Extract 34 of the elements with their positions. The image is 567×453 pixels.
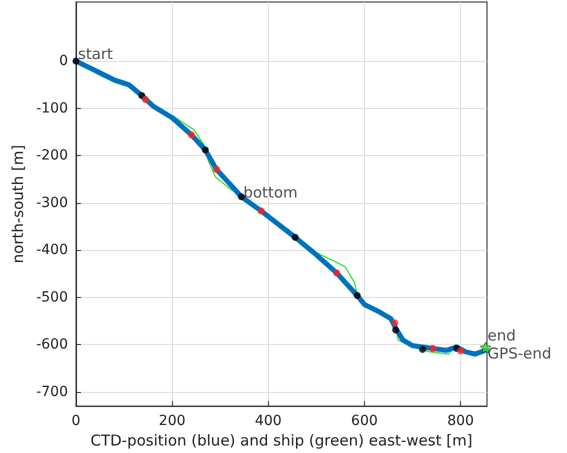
x-tick-label: 400 (254, 413, 282, 430)
point (142, 96, 149, 103)
point (429, 344, 436, 352)
annotation: end (488, 326, 516, 344)
y-axis-title: north-south [m] (8, 144, 27, 264)
point (391, 319, 398, 326)
point (354, 292, 361, 299)
x-axis-title: CTD-position (blue) and ship (green) east-west [m] (90, 432, 473, 450)
point (258, 207, 265, 214)
y-tick-label: -500 (36, 289, 68, 306)
annotation: start (78, 45, 114, 64)
y-tick-label: -700 (36, 384, 68, 400)
y-tick-label: -600 (36, 336, 68, 353)
y-tick-label: -100 (36, 100, 68, 116)
point (392, 326, 400, 334)
x-tick-label: 0 (72, 413, 80, 430)
point (72, 58, 80, 65)
point (188, 131, 195, 138)
point (202, 146, 209, 154)
point (419, 346, 426, 353)
point (333, 269, 340, 276)
x-tick-label: 200 (158, 413, 186, 430)
y-tick-label: -200 (36, 148, 68, 164)
point (292, 234, 299, 241)
point (238, 193, 245, 200)
x-tick-label: 800 (447, 413, 474, 430)
y-tick-label: 0 (59, 53, 68, 70)
y-tick-label: -400 (36, 242, 68, 258)
point (457, 347, 464, 354)
x-tick-label: 600 (351, 413, 378, 430)
annotation: bottom (243, 184, 298, 202)
y-tick-label: -300 (36, 194, 68, 211)
annotation: GPS-end (488, 344, 552, 362)
point (212, 166, 220, 173)
